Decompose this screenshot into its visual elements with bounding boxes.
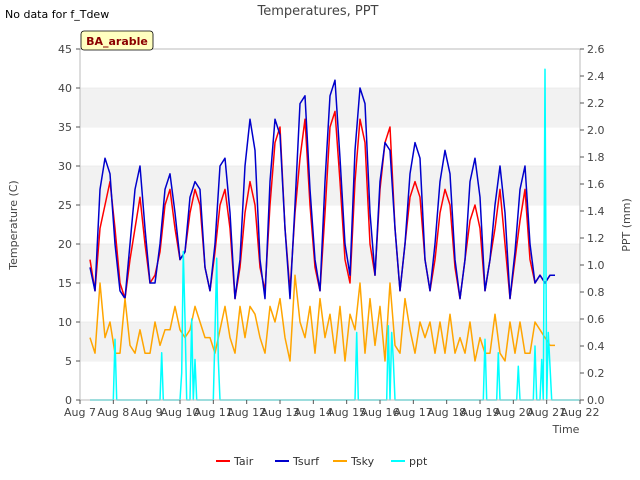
y-axis-label: Temperature (C) [7,180,20,270]
no-data-note: No data for f_Tdew [5,8,109,21]
y2-axis-ticks: 0.0 0.2 0.4 0.6 0.8 1.0 1.2 1.4 1.6 1.8 2.0 2.2 2.4 2… [580,43,605,407]
legend-label-tsky: Tsky [350,455,375,468]
x-tick-label: Aug 22 [561,406,600,419]
x-tick-label: Aug 14 [294,406,333,419]
x-tick-label: Aug 19 [461,406,500,419]
series-line-tsky [89,274,555,362]
y2-tick-label: 2.4 [587,70,605,83]
x-tick-label: Aug 13 [261,406,300,419]
y-tick-label: 40 [58,82,72,95]
y2-tick-label: 0.6 [587,313,605,326]
y2-tick-label: 2.6 [587,43,605,56]
y-tick-label: 15 [58,277,72,290]
y2-tick-label: 1.2 [587,232,605,245]
grid-band [80,244,580,283]
x-tick-label: Aug 16 [361,406,400,419]
x-tick-label: Aug 11 [194,406,233,419]
legend-label-tsurf: Tsurf [292,455,320,468]
grid-band [80,166,580,205]
y2-tick-label: 0.0 [587,394,605,407]
y-tick-label: 0 [65,394,72,407]
y2-tick-label: 1.8 [587,151,605,164]
legend-label-tair: Tair [233,455,254,468]
y2-axis-label: PPT (mm) [620,198,633,252]
legend-label-ppt: ppt [409,455,428,468]
y-axis-ticks: 0 5 10 15 20 25 30 35 40 45 [58,43,80,407]
x-tick-label: Aug 21 [527,406,566,419]
x-tick-label: Aug 12 [227,406,266,419]
x-tick-label: Aug 20 [494,406,533,419]
x-tick-label: Aug 9 [131,406,163,419]
y-tick-label: 25 [58,199,72,212]
site-badge [80,30,154,51]
site-badge-label: BA_arable [86,35,148,48]
x-tick-label: Aug 10 [161,406,200,419]
series-line-tsurf [89,79,555,300]
y-tick-label: 5 [65,355,72,368]
x-tick-label: Aug 8 [97,406,129,419]
y-tick-label: 45 [58,43,72,56]
x-tick-label: Aug 18 [427,406,466,419]
y-tick-label: 20 [58,238,72,251]
y2-tick-label: 0.8 [587,286,605,299]
y2-tick-label: 0.2 [587,367,605,380]
x-tick-label: Aug 7 [64,406,96,419]
legend: Tair Tsurf Tsky ppt [216,455,428,468]
y2-tick-label: 2.0 [587,124,605,137]
x-tick-label: Aug 15 [327,406,366,419]
y2-tick-label: 1.4 [587,205,605,218]
y2-tick-label: 2.2 [587,97,605,110]
y2-tick-label: 1.6 [587,178,605,191]
y-tick-label: 10 [58,316,72,329]
y2-tick-label: 1.0 [587,259,605,272]
x-tick-label: Aug 17 [394,406,433,419]
x-axis-label: Time [552,423,580,436]
y-tick-label: 35 [58,121,72,134]
chart-title: Temperatures, PPT [256,4,378,19]
y2-tick-label: 0.4 [587,340,605,353]
plot-frame [79,48,581,401]
y-tick-label: 30 [58,160,72,173]
